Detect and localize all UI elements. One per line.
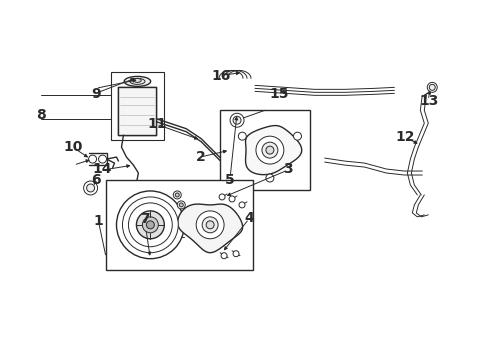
Circle shape xyxy=(128,203,172,247)
Text: 13: 13 xyxy=(418,94,437,108)
Bar xyxy=(105,180,252,270)
Text: 14: 14 xyxy=(92,162,112,176)
Polygon shape xyxy=(245,126,301,175)
Text: 16: 16 xyxy=(211,69,230,83)
Text: 6: 6 xyxy=(91,173,101,187)
Circle shape xyxy=(238,132,246,140)
Text: 3: 3 xyxy=(283,162,292,176)
Circle shape xyxy=(239,202,244,208)
Circle shape xyxy=(206,221,214,229)
Circle shape xyxy=(202,217,218,233)
Circle shape xyxy=(427,82,436,92)
Circle shape xyxy=(228,196,235,202)
Circle shape xyxy=(88,155,96,163)
Bar xyxy=(118,87,156,135)
Text: 9: 9 xyxy=(91,87,101,101)
Circle shape xyxy=(86,184,94,192)
Text: 7: 7 xyxy=(140,212,149,226)
Circle shape xyxy=(146,221,154,229)
Circle shape xyxy=(265,174,273,182)
Text: 11: 11 xyxy=(147,117,166,131)
Circle shape xyxy=(177,201,185,209)
Circle shape xyxy=(173,191,181,199)
Circle shape xyxy=(175,193,179,197)
Bar xyxy=(110,72,164,140)
Text: 8: 8 xyxy=(36,108,46,122)
Text: 4: 4 xyxy=(244,211,254,225)
Ellipse shape xyxy=(133,78,141,82)
Ellipse shape xyxy=(130,78,144,84)
Circle shape xyxy=(219,194,224,200)
Circle shape xyxy=(229,113,244,127)
Circle shape xyxy=(233,116,241,124)
Circle shape xyxy=(122,197,178,253)
Circle shape xyxy=(136,211,164,239)
Circle shape xyxy=(116,191,184,259)
Circle shape xyxy=(233,251,239,257)
Circle shape xyxy=(262,142,277,158)
Text: 12: 12 xyxy=(395,130,414,144)
Circle shape xyxy=(179,203,183,207)
Circle shape xyxy=(83,181,98,195)
Text: 1: 1 xyxy=(93,214,103,228)
Polygon shape xyxy=(177,204,242,253)
Circle shape xyxy=(265,146,273,154)
Text: 15: 15 xyxy=(269,87,289,101)
Circle shape xyxy=(293,132,301,140)
Circle shape xyxy=(99,155,106,163)
Text: 10: 10 xyxy=(63,140,82,154)
Circle shape xyxy=(196,211,224,239)
Circle shape xyxy=(221,253,226,259)
Text: 5: 5 xyxy=(224,173,234,187)
Circle shape xyxy=(142,217,158,233)
Bar xyxy=(220,110,309,190)
Circle shape xyxy=(255,136,283,164)
Ellipse shape xyxy=(124,76,150,86)
Text: 2: 2 xyxy=(195,150,205,164)
Circle shape xyxy=(428,84,434,90)
